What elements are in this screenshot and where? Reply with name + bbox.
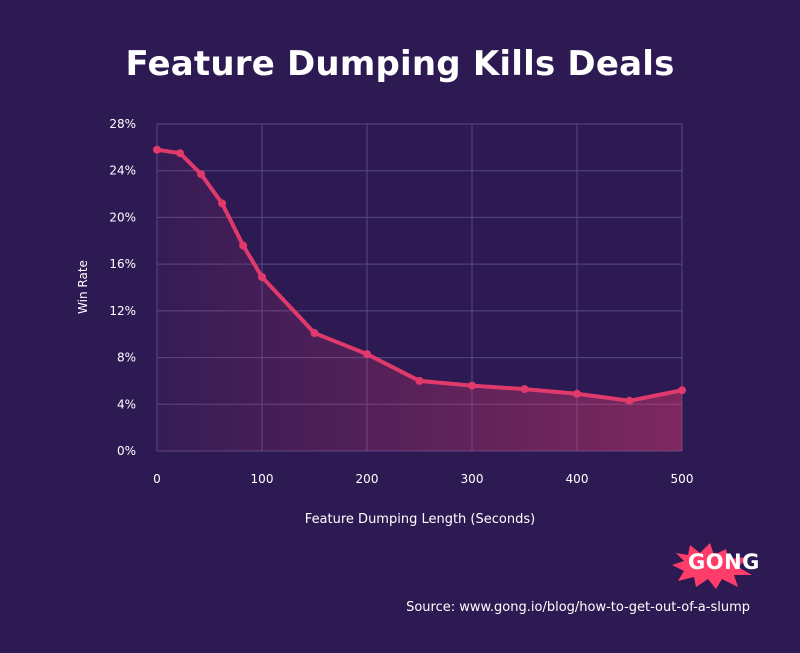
x-tick-label: 200 xyxy=(356,472,379,486)
y-tick-label: 20% xyxy=(109,210,136,224)
x-tick-label: 0 xyxy=(153,472,161,486)
x-tick-labels: 0 100 200 300 400 500 xyxy=(153,472,693,486)
data-point xyxy=(573,389,581,398)
series-polyline xyxy=(155,147,684,403)
x-tick-label: 400 xyxy=(566,472,589,486)
area-fill xyxy=(157,149,682,451)
y-tick-label: 16% xyxy=(109,257,136,271)
data-point xyxy=(363,350,371,359)
data-point xyxy=(197,170,206,179)
area-fill-shape xyxy=(157,149,682,451)
data-point xyxy=(239,241,248,250)
source-text: Source: www.gong.io/blog/how-to-get-out-… xyxy=(406,600,750,615)
data-point xyxy=(415,376,424,385)
chart-title: Feature Dumping Kills Deals xyxy=(125,44,675,84)
series-line xyxy=(155,147,684,403)
x-axis-title: Feature Dumping Length (Seconds) xyxy=(304,512,536,527)
data-point xyxy=(218,199,227,208)
y-tick-label: 0% xyxy=(117,444,136,458)
x-tick-label: 500 xyxy=(671,472,694,486)
y-tick-label: 8% xyxy=(117,351,136,365)
y-tick-labels: 0% 4% 8% 12% 16% 20% 24% 28% xyxy=(109,117,136,458)
data-point xyxy=(258,272,266,281)
data-point xyxy=(678,386,686,395)
y-tick-label: 28% xyxy=(109,117,136,131)
y-axis-title: Win Rate xyxy=(76,260,90,314)
data-point xyxy=(468,381,476,390)
data-point xyxy=(625,396,634,405)
data-point xyxy=(520,385,529,394)
x-tick-label: 300 xyxy=(461,472,484,486)
data-points xyxy=(153,145,686,405)
y-tick-label: 4% xyxy=(117,397,136,411)
y-tick-label: 12% xyxy=(109,304,136,318)
data-point xyxy=(176,149,185,158)
gong-logo-burst xyxy=(672,543,752,589)
y-tick-label: 24% xyxy=(109,164,136,178)
x-tick-label: 100 xyxy=(251,472,274,486)
gong-logo-text: GONG xyxy=(688,550,760,574)
data-point xyxy=(153,145,161,154)
data-point xyxy=(310,329,319,338)
